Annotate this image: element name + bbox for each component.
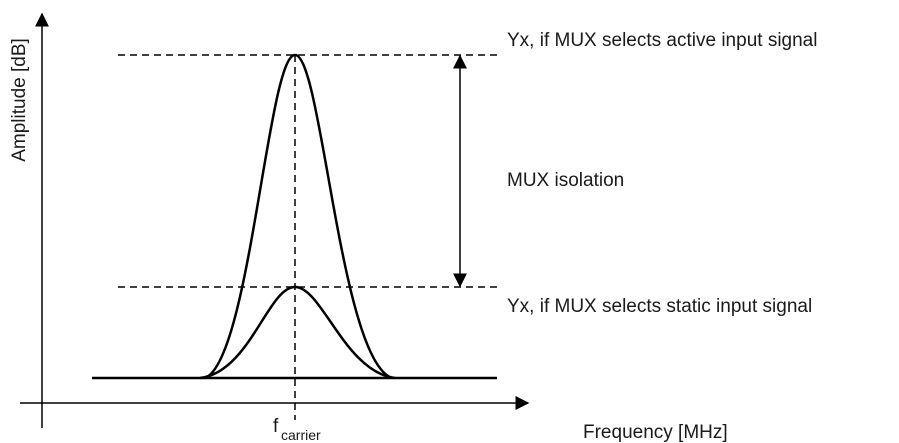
- isolation-annotation: MUX isolation: [507, 170, 624, 191]
- static-annotation: Yx, if MUX selects static input signal: [507, 296, 812, 317]
- static-curve: [199, 285, 396, 380]
- carrier-label: f: [273, 416, 279, 437]
- y-axis-label: Amplitude [dB]: [9, 38, 30, 162]
- carrier-subscript: carrier: [281, 427, 321, 443]
- active-annotation: Yx, if MUX selects active input signal: [507, 30, 817, 51]
- active-curve: [204, 53, 393, 380]
- x-axis-label: Frequency [MHz]: [583, 422, 728, 443]
